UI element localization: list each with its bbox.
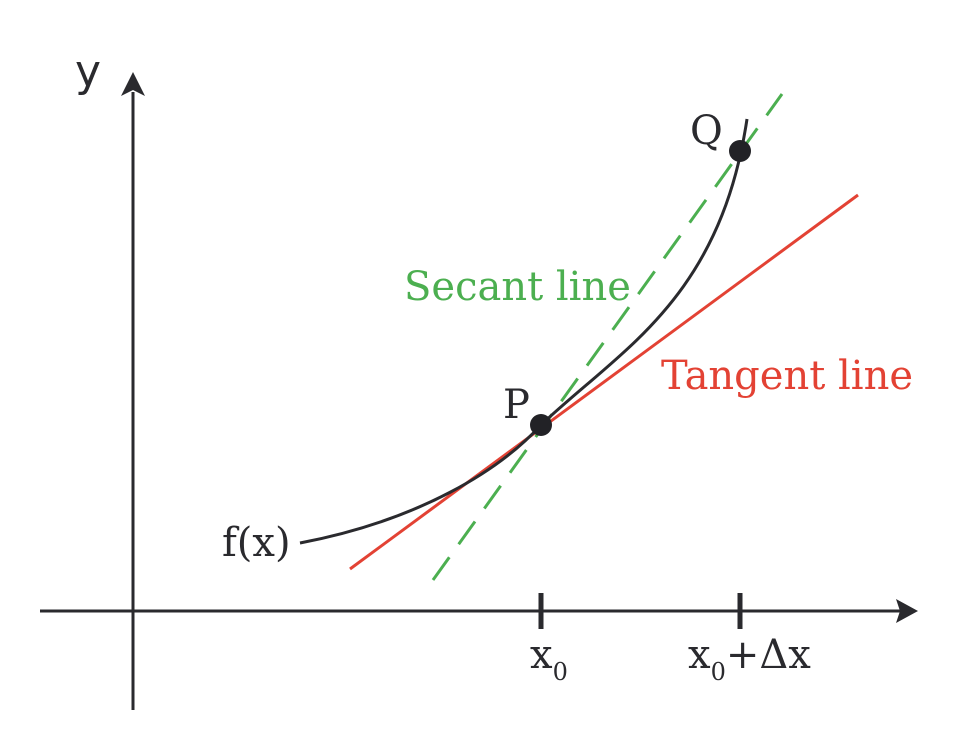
tangent-line [349,193,859,571]
point-p-label: P [503,382,530,428]
tangent-line-label: Tangent line [661,353,913,399]
point-q [729,140,751,162]
curve-fx [299,118,749,545]
y-axis-arrow [121,72,145,96]
tick-label-x0-base: x [530,632,553,678]
point-p [530,414,552,436]
tick-label-x0-sub: 0 [553,658,568,686]
point-q-label: Q [690,108,723,154]
x-axis-arrow [896,599,918,623]
tick-label-x0dx-base: x [688,632,711,678]
tick-label-x0dx-sub: 0 [711,658,726,686]
y-axis-label: y [75,46,101,97]
curve-label: f(x) [222,520,291,566]
x-ticks [538,593,743,629]
secant-line [431,93,784,581]
tick-label-x0-plus-dx: x0+Δx [688,632,811,686]
axes [40,72,918,710]
tick-label-x0dx-suffix: +Δx [726,632,811,678]
secant-line-label: Secant line [404,264,631,310]
tick-label-x0: x0 [530,632,568,686]
